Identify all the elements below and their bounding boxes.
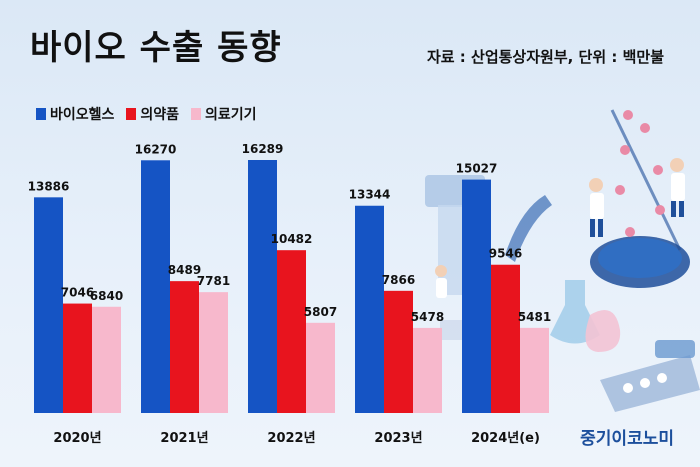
x-tick-label-4: 2024년(e) <box>471 431 540 446</box>
legend-item-devices: 의료기기 <box>191 104 257 124</box>
data-label-biohealth-0: 13886 <box>28 179 70 193</box>
legend-swatch-biohealth <box>36 108 46 120</box>
legend-label-biohealth: 바이오헬스 <box>50 107 115 123</box>
data-label-pharma-2: 10482 <box>271 232 313 246</box>
legend-label-pharma: 의약품 <box>140 107 180 123</box>
data-label-devices-2: 5807 <box>304 305 337 319</box>
legend-item-biohealth: 바이오헬스 <box>36 104 114 124</box>
data-label-biohealth-3: 13344 <box>349 188 391 202</box>
legend-label-devices: 의료기기 <box>205 107 257 123</box>
data-label-biohealth-2: 16289 <box>242 142 284 156</box>
bar-devices-0 <box>92 306 121 413</box>
legend-item-pharma: 의약품 <box>126 104 179 124</box>
data-label-pharma-4: 9546 <box>489 247 522 261</box>
data-label-devices-3: 5478 <box>411 310 444 324</box>
x-tick-label-3: 2023년 <box>374 431 422 446</box>
legend: 바이오헬스 의약품 의료기기 <box>36 104 257 124</box>
bar-biohealth-3 <box>355 205 384 413</box>
data-label-pharma-0: 7046 <box>61 286 94 300</box>
data-label-pharma-3: 7866 <box>382 273 415 287</box>
bar-pharma-3 <box>384 290 413 413</box>
data-label-biohealth-1: 16270 <box>135 142 177 156</box>
bar-pharma-0 <box>63 303 92 413</box>
brand-logo: 중기이코노미 <box>580 429 674 449</box>
bar-pharma-4 <box>491 264 520 413</box>
x-tick-label-0: 2020년 <box>53 431 101 446</box>
data-label-biohealth-4: 15027 <box>456 162 498 176</box>
bar-pharma-2 <box>277 250 306 413</box>
bar-biohealth-1 <box>141 160 170 413</box>
bar-biohealth-0 <box>34 197 63 413</box>
data-label-devices-0: 6840 <box>90 289 123 303</box>
bar-devices-1 <box>199 292 228 413</box>
x-tick-label-2: 2022년 <box>267 431 315 446</box>
data-label-devices-4: 5481 <box>518 310 551 324</box>
bar-devices-3 <box>413 327 442 413</box>
bar-biohealth-4 <box>462 179 491 413</box>
legend-swatch-devices <box>191 108 202 120</box>
legend-swatch-pharma <box>126 108 137 120</box>
bar-pharma-1 <box>170 281 199 413</box>
bar-devices-2 <box>306 322 335 413</box>
x-tick-label-1: 2021년 <box>160 431 208 446</box>
data-label-pharma-1: 8489 <box>168 263 201 277</box>
bar-devices-4 <box>520 327 549 413</box>
chart-title: 바이오 수출 동향 <box>30 28 282 68</box>
source-note: 자료 : 산업통상자원부, 단위 : 백만불 <box>426 48 664 66</box>
bar-biohealth-2 <box>248 160 277 413</box>
data-label-devices-1: 7781 <box>197 274 230 288</box>
